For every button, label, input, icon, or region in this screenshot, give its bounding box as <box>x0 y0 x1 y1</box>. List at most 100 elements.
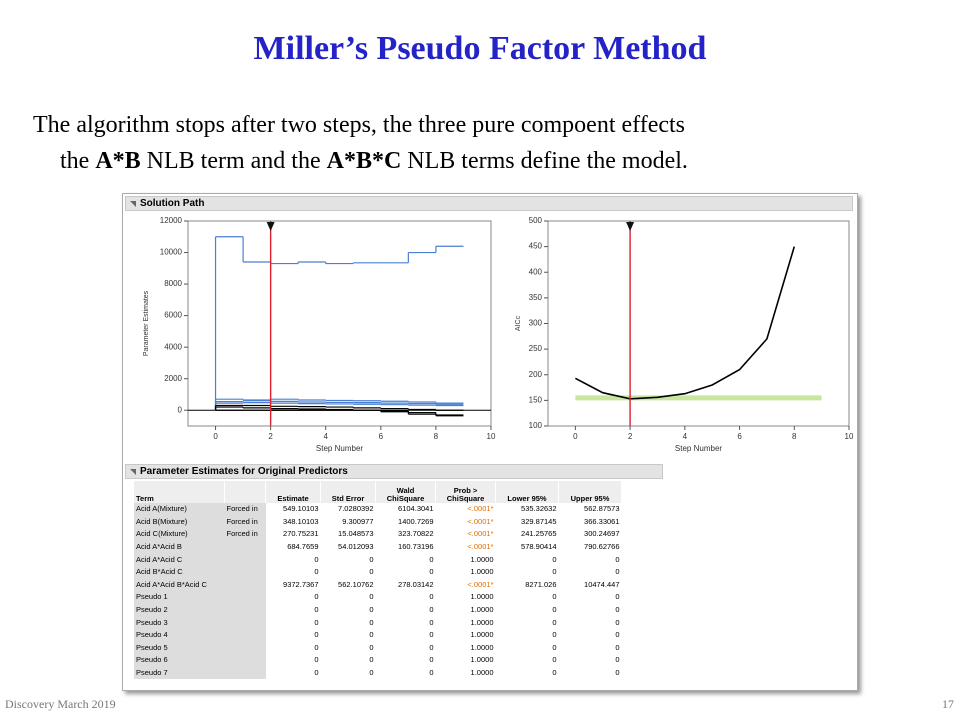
value-cell: 0 <box>615 554 620 564</box>
y-tick-label: 100 <box>529 421 543 430</box>
value-cell: 0 <box>369 567 374 577</box>
y-axis-label: AICc <box>515 315 522 331</box>
value-cell: 0 <box>429 592 434 602</box>
value-cell: 0 <box>369 605 374 615</box>
value-cell: 562.10762 <box>338 579 374 589</box>
value-cell: 0 <box>369 592 374 602</box>
term-cell: Acid A*Acid B*Acid C <box>134 578 225 592</box>
value-cell: 0 <box>314 554 319 564</box>
value-cell: 0 <box>615 617 620 627</box>
y-tick-label: 350 <box>529 293 543 302</box>
value-cell: 0 <box>369 655 374 665</box>
value-cell: 329.87145 <box>521 516 557 526</box>
x-tick-label: 8 <box>792 432 797 441</box>
y-tick-label: 4000 <box>164 342 182 351</box>
term-cell: Pseudo 4 <box>134 628 225 642</box>
step-handle <box>626 222 635 231</box>
header-row: Term Estimate Std Error Wald ChiSquare Prob … <box>134 481 622 503</box>
forced-cell: Forced in <box>224 528 266 541</box>
value-cell: 562.87573 <box>584 504 620 514</box>
value-cell: 0 <box>369 630 374 640</box>
value-cell: 0 <box>429 642 434 652</box>
text-line: The algorithm stops after two steps, the… <box>33 112 685 139</box>
footer-left: Discovery March 2019 <box>5 697 116 711</box>
value-cell: 0 <box>314 592 319 602</box>
x-tick-label: 2 <box>628 432 633 441</box>
value-cell: 270.75231 <box>283 529 319 539</box>
value-cell: 0 <box>615 668 620 678</box>
value-cell: 0 <box>429 668 434 678</box>
value-cell: 1.0000 <box>470 617 494 627</box>
step-handle <box>266 222 275 231</box>
term-cell: Pseudo 7 <box>134 666 225 680</box>
x-tick-label: 4 <box>683 432 688 441</box>
value-cell: 0 <box>369 642 374 652</box>
term-cell: Pseudo 2 <box>134 603 225 617</box>
term-cell: Acid B(Mixture) <box>134 515 225 529</box>
value-cell: 0 <box>552 630 557 640</box>
value-cell: 54.012093 <box>338 542 374 552</box>
value-cell: 0 <box>314 617 319 627</box>
value-cell: 1.0000 <box>470 554 494 564</box>
value-cell: <.0001* <box>467 529 494 539</box>
value-cell: 0 <box>369 617 374 627</box>
term-cell: Acid B*Acid C <box>134 565 225 579</box>
bold-text: A*B <box>95 148 141 174</box>
value-cell: 0 <box>615 605 620 615</box>
value-cell: 1.0000 <box>470 642 494 652</box>
value-cell: 790.62766 <box>584 542 620 552</box>
y-tick-label: 12000 <box>160 216 183 225</box>
forced-cell <box>224 616 266 629</box>
table-row: Pseudo 7 0 0 0 1.0000 0 0 <box>134 666 622 680</box>
x-tick-label: 6 <box>737 432 742 441</box>
text-span: NLB terms define the model. <box>401 148 688 174</box>
plot-area <box>187 220 492 427</box>
value-cell: 1.0000 <box>470 592 494 602</box>
table-row: Pseudo 2 0 0 0 1.0000 0 0 <box>134 603 622 617</box>
text-span: The algorithm stops after two steps, the… <box>33 112 686 138</box>
x-axis-label: Step Number <box>316 444 363 453</box>
value-cell: 7.0280392 <box>338 504 374 514</box>
y-tick-label: 250 <box>529 344 543 353</box>
value-cell: 0 <box>429 655 434 665</box>
forced-cell: Forced in <box>224 515 266 529</box>
x-tick-label: 10 <box>487 432 496 441</box>
value-cell: 348.10103 <box>283 516 319 526</box>
x-tick-label: 4 <box>324 432 329 441</box>
x-tick-label: 2 <box>268 432 273 441</box>
value-cell: 549.10103 <box>283 504 319 514</box>
header-cell: Term <box>134 481 225 503</box>
value-cell: 1.0000 <box>470 630 494 640</box>
value-cell: 10474.447 <box>584 579 620 589</box>
term-cell: Acid A*Acid B <box>134 540 225 554</box>
y-tick-label: 450 <box>529 242 543 251</box>
value-cell: 1.0000 <box>470 655 494 665</box>
text-line: the A*B NLB term and the A*B*C NLB terms… <box>60 148 688 175</box>
x-axis-label: Step Number <box>675 444 722 453</box>
header-cell: Prob > ChiSquare <box>435 481 496 503</box>
value-cell: 9.300977 <box>342 516 374 526</box>
table-row: Acid A*Acid C 0 0 0 1.0000 0 0 <box>134 553 622 566</box>
y-tick-label: 8000 <box>164 279 182 288</box>
forced-cell <box>224 628 266 642</box>
header-cell: Std Error <box>320 481 376 503</box>
forced-cell <box>224 666 266 680</box>
value-cell: 1400.7269 <box>398 516 434 526</box>
slide-number: 17 <box>942 697 954 711</box>
text-span: NLB term and the <box>140 148 327 174</box>
table-row: Acid B*Acid C 0 0 0 1.0000 0 0 <box>134 565 622 579</box>
value-cell: 0 <box>615 655 620 665</box>
value-cell: 578.90414 <box>521 542 557 552</box>
forced-cell <box>224 603 266 617</box>
y-tick-label: 400 <box>529 267 543 276</box>
slide-title: Miller’s Pseudo Factor Method <box>253 30 707 67</box>
value-cell: 1.0000 <box>470 605 494 615</box>
y-tick-label: 0 <box>178 405 183 414</box>
value-cell: 535.32632 <box>521 504 557 514</box>
value-cell: 0 <box>615 567 620 577</box>
forced-cell <box>224 641 266 655</box>
forced-cell: Forced in <box>224 503 266 516</box>
y-tick-label: 500 <box>529 216 543 225</box>
value-cell: 0 <box>615 592 620 602</box>
